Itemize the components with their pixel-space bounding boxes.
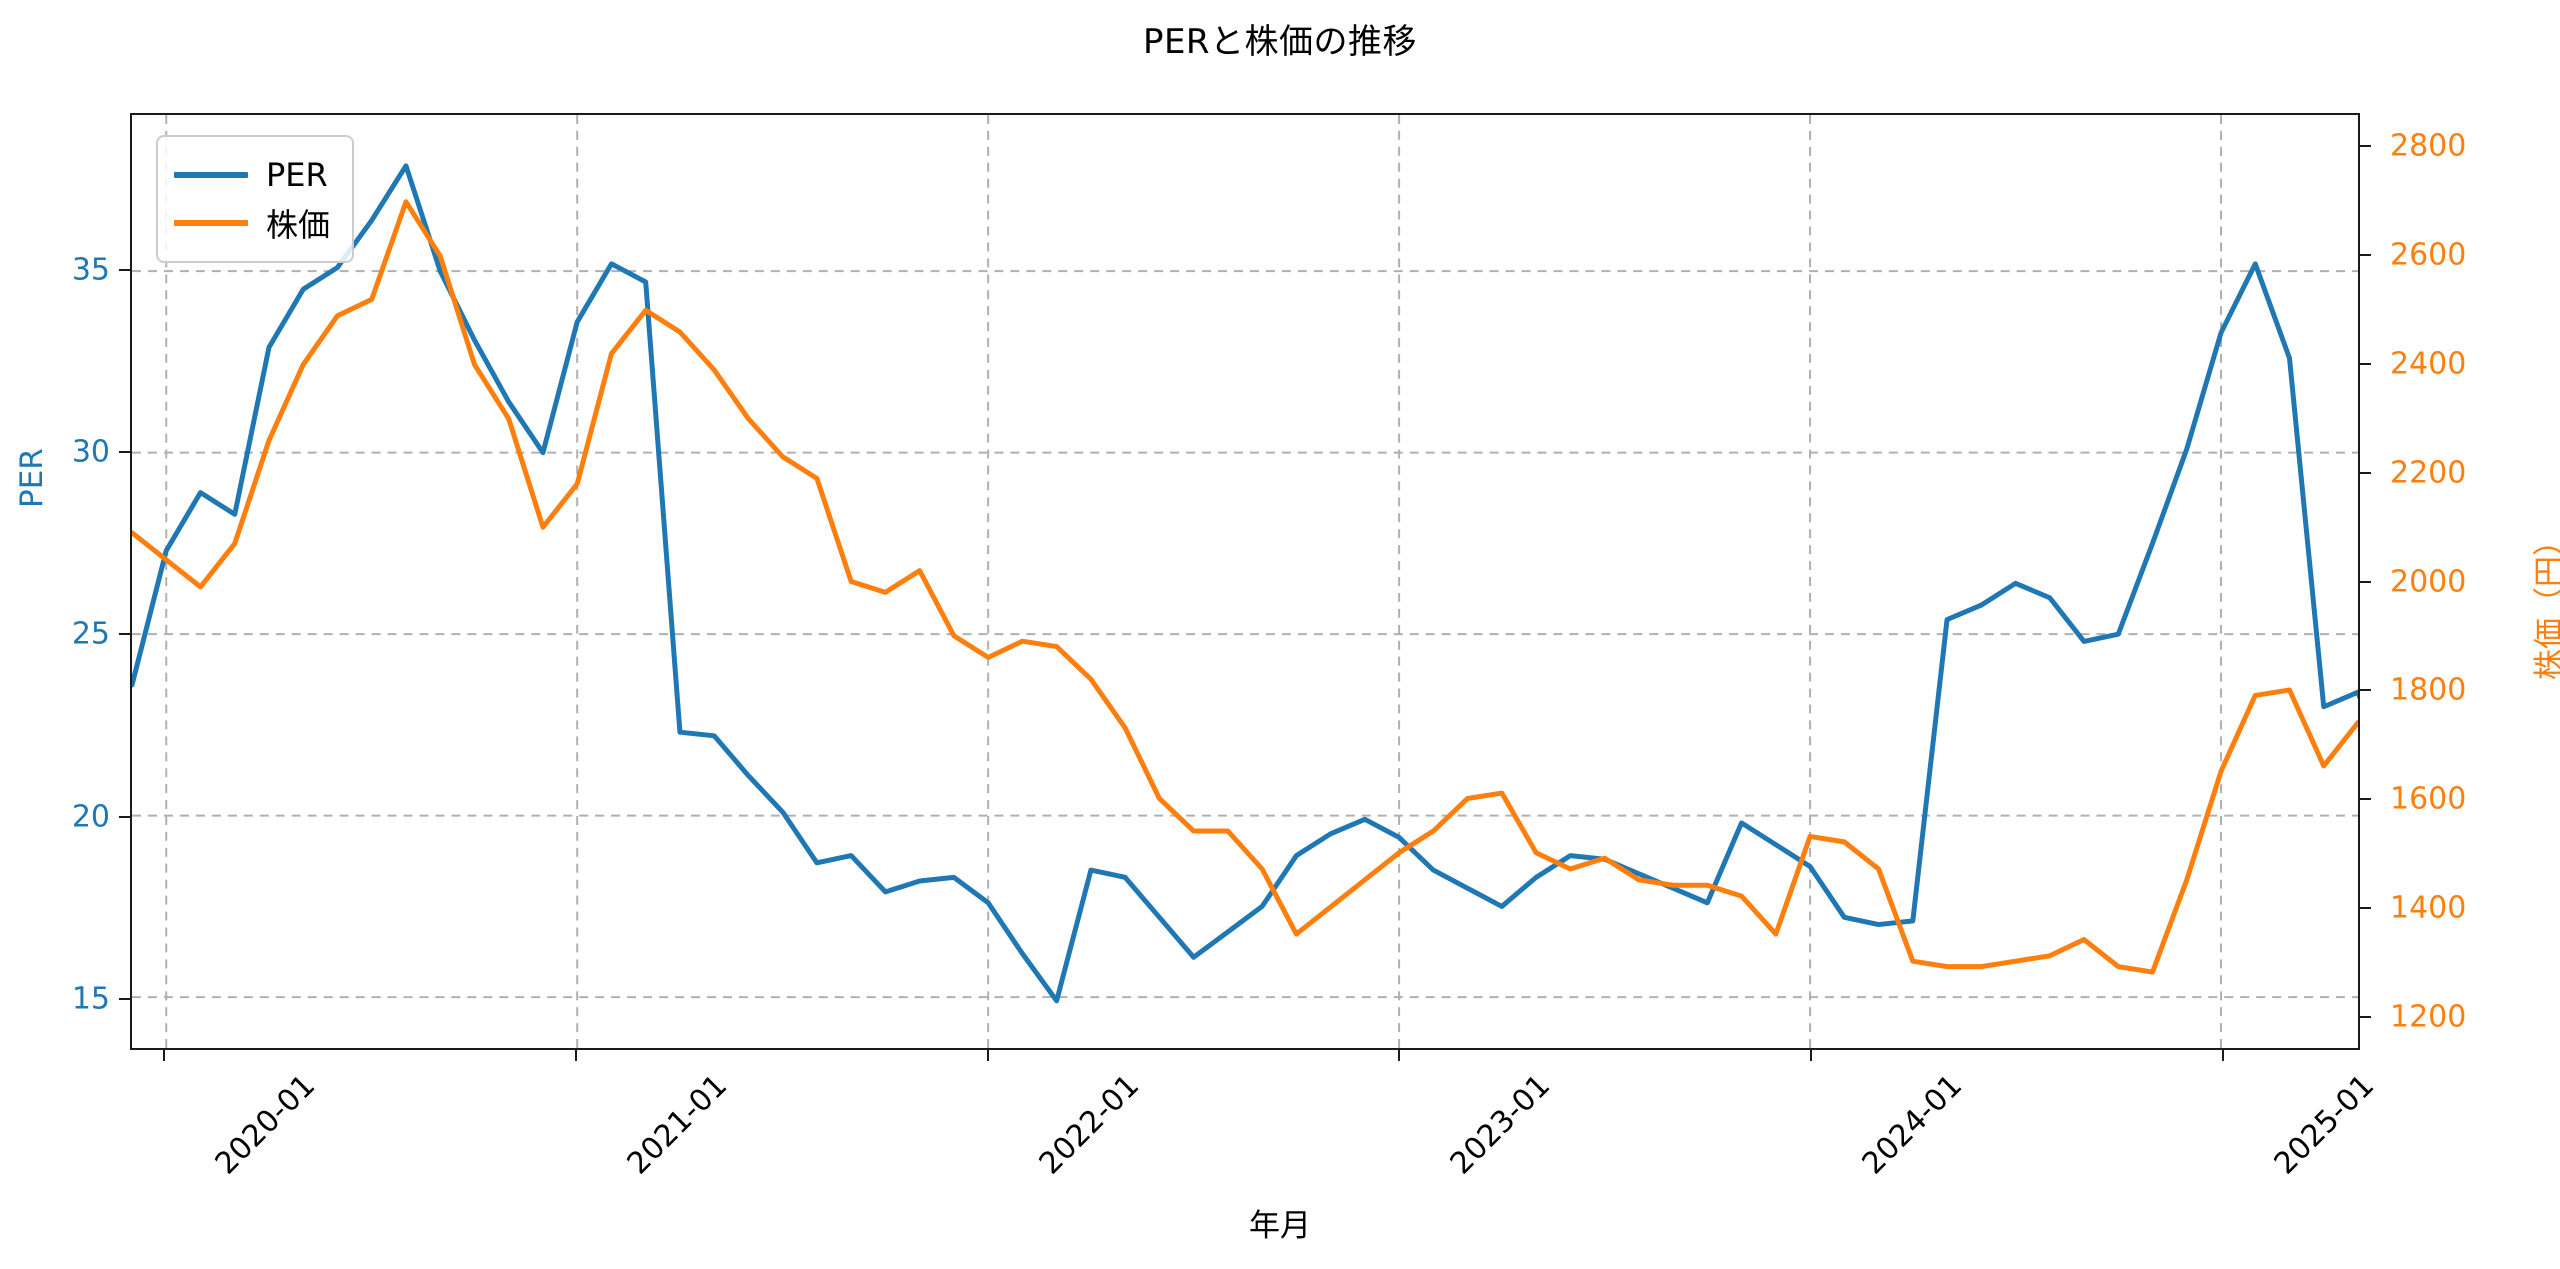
y-left-tick-label: 30 bbox=[71, 434, 110, 470]
y-right-tick-mark bbox=[2360, 580, 2371, 583]
y-right-tick-label: 2600 bbox=[2390, 237, 2467, 273]
y-right-tick-label: 1600 bbox=[2390, 781, 2467, 817]
chart-title: PERと株価の推移 bbox=[1142, 22, 1418, 62]
x-tick-label: 2025-01 bbox=[2267, 1068, 2381, 1182]
y-right-tick-mark bbox=[2360, 144, 2371, 147]
y-right-tick-label: 2400 bbox=[2390, 346, 2467, 382]
x-tick-mark bbox=[2221, 1050, 2224, 1061]
x-tick-label: 2021-01 bbox=[620, 1068, 735, 1182]
legend-item-price: 株価 bbox=[174, 199, 330, 247]
y-left-tick-mark bbox=[119, 633, 130, 636]
y-left-tick-mark bbox=[119, 451, 130, 454]
y-right-tick-label: 2800 bbox=[2390, 128, 2467, 164]
x-tick-label: 2023-01 bbox=[1444, 1068, 1558, 1182]
y-left-tick-label: 20 bbox=[71, 799, 110, 835]
x-tick-label: 2020-01 bbox=[209, 1068, 323, 1182]
legend-label-per: PER bbox=[266, 156, 328, 194]
y-right-tick-mark bbox=[2360, 907, 2371, 910]
x-tick-label: 2024-01 bbox=[1855, 1068, 1970, 1182]
data-lines bbox=[132, 163, 2358, 1004]
legend-label-price: 株価 bbox=[266, 206, 331, 244]
y-left-tick-mark bbox=[119, 268, 130, 271]
legend-swatch-per bbox=[174, 172, 248, 178]
y-right-tick-label: 1800 bbox=[2390, 672, 2467, 708]
y-right-tick-mark bbox=[2360, 253, 2371, 256]
y-right-tick-label: 1200 bbox=[2390, 999, 2467, 1035]
y-right-tick-mark bbox=[2360, 689, 2371, 692]
legend-item-per: PER bbox=[174, 151, 330, 199]
x-tick-label: 2022-01 bbox=[1032, 1068, 1146, 1182]
y-right-tick-mark bbox=[2360, 798, 2371, 801]
y-right-tick-mark bbox=[2360, 1016, 2371, 1019]
y-right-tick-label: 1400 bbox=[2390, 890, 2467, 926]
x-tick-mark bbox=[1810, 1050, 1813, 1061]
plot-area: PER 株価 bbox=[130, 113, 2360, 1050]
y-left-tick-mark bbox=[119, 997, 130, 1000]
legend-swatch-price bbox=[174, 220, 248, 226]
y-right-tick-mark bbox=[2360, 362, 2371, 365]
x-tick-mark bbox=[1398, 1050, 1401, 1061]
y-right-tick-label: 2200 bbox=[2390, 455, 2467, 491]
y-left-tick-label: 25 bbox=[71, 616, 110, 652]
y-left-tick-label: 15 bbox=[71, 981, 110, 1017]
y-left-tick-mark bbox=[119, 815, 130, 818]
x-tick-mark bbox=[986, 1050, 989, 1061]
y-left-tick-label: 35 bbox=[71, 252, 110, 288]
grid-lines bbox=[132, 115, 2358, 1048]
y-right-tick-mark bbox=[2360, 471, 2371, 474]
chart-legend: PER 株価 bbox=[156, 135, 355, 263]
y-right-tick-label: 2000 bbox=[2390, 564, 2467, 599]
y-axis-right-label: 株価（円） bbox=[2532, 525, 2560, 680]
x-tick-mark bbox=[575, 1050, 577, 1061]
x-axis-label: 年月 bbox=[1249, 1208, 1311, 1244]
x-tick-mark bbox=[163, 1050, 166, 1061]
